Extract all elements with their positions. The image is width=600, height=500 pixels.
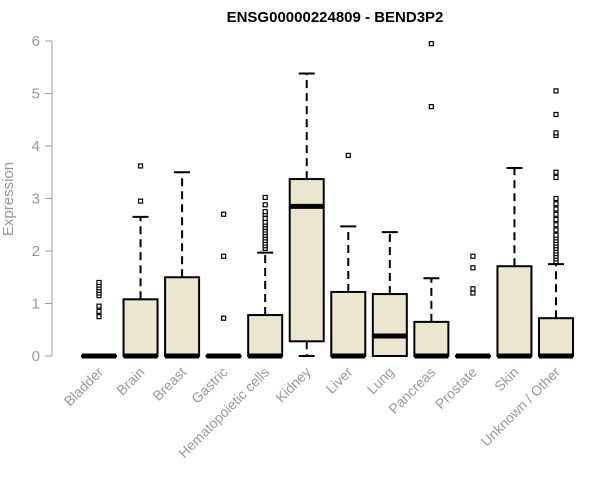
box-5 [247, 194, 284, 359]
box-iqr [330, 290, 367, 358]
y-tick-label: 1 [32, 296, 40, 313]
boxes [81, 41, 574, 359]
outlier-point [553, 195, 559, 202]
outlier-point [345, 152, 351, 159]
outlier-point [553, 216, 559, 223]
outlier-point [470, 290, 476, 296]
box-11 [496, 167, 533, 359]
outlier-point [262, 202, 268, 208]
outlier-point [553, 130, 559, 136]
x-tick-label: Bladder [61, 364, 107, 410]
box-iqr [288, 178, 325, 343]
box-7 [330, 152, 367, 359]
outlier-point [96, 279, 102, 286]
box-4 [205, 211, 242, 359]
x-tick-label: Lung [364, 364, 397, 397]
outlier-point [553, 88, 559, 94]
chart-title: ENSG00000224809 - BEND3P2 [227, 9, 444, 26]
outlier-point [221, 211, 227, 217]
outlier-point [553, 227, 559, 233]
outlier-point [470, 265, 476, 271]
box-iqr [371, 293, 408, 357]
box-6 [288, 72, 325, 357]
outlier-point [470, 253, 476, 259]
outlier-point [553, 169, 559, 175]
y-axis: 0 1 2 3 4 5 6 [32, 33, 53, 365]
box-2 [122, 163, 159, 359]
y-tick-label: 3 [32, 191, 40, 208]
box-9 [413, 41, 450, 359]
outlier-point [553, 232, 559, 238]
x-tick-label: Breast [149, 364, 189, 404]
outlier-point [137, 198, 144, 204]
box-1 [81, 279, 117, 359]
x-tick-label: Skin [491, 364, 522, 395]
outlier-point [221, 253, 227, 259]
box-iqr [247, 314, 284, 357]
y-tick-label: 0 [32, 348, 40, 365]
x-tick-label: Unknown / Other [478, 364, 564, 450]
x-tick-label: Liver [323, 364, 356, 397]
box-iqr [164, 276, 201, 357]
outlier-point [553, 201, 559, 207]
outlier-point [262, 194, 268, 201]
box-3 [164, 171, 201, 359]
outlier-point [553, 211, 559, 217]
outlier-point [553, 206, 559, 212]
outlier-point [553, 174, 559, 181]
outlier-point [96, 303, 102, 309]
outlier-point [262, 209, 268, 215]
box-iqr [538, 317, 574, 358]
outlier-point [428, 41, 434, 47]
box-iqr [413, 320, 450, 357]
x-tick-label: Prostate [432, 364, 480, 412]
y-tick-label: 2 [32, 243, 40, 260]
box-iqr [122, 298, 159, 357]
box-8 [371, 231, 408, 357]
outlier-point [96, 314, 102, 320]
outlier-point [262, 215, 268, 222]
outlier-point [428, 104, 434, 110]
outlier-point [221, 315, 227, 321]
outlier-point [470, 286, 476, 292]
x-tick-label: Kidney [272, 364, 314, 406]
box-iqr [496, 265, 533, 358]
y-tick-label: 4 [32, 138, 40, 155]
box-12 [538, 88, 574, 359]
outlier-point [96, 308, 102, 314]
y-tick-label: 5 [32, 86, 40, 103]
outlier-point [137, 163, 144, 169]
box-10 [454, 253, 491, 359]
outlier-point [553, 222, 559, 228]
outlier-point [553, 111, 559, 118]
x-tick-label: Brain [113, 364, 147, 398]
y-axis-label: Expression [0, 162, 17, 236]
y-tick-label: 6 [32, 33, 40, 50]
